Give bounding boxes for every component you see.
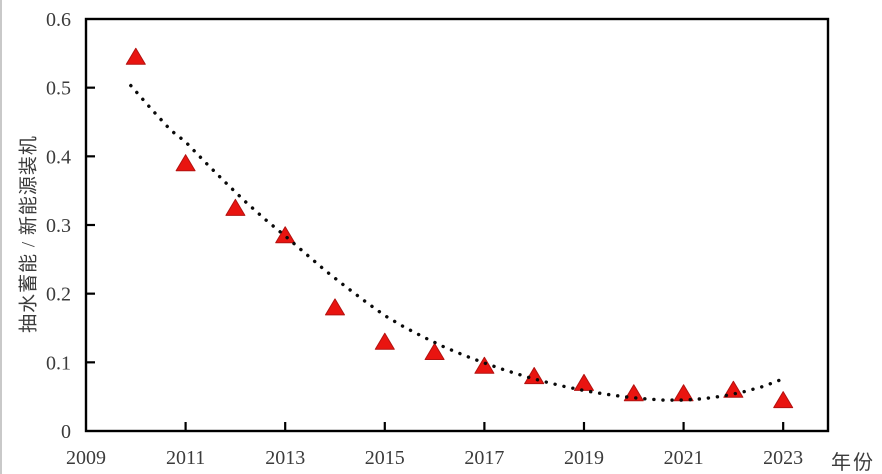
scatter-point-triangle bbox=[125, 47, 146, 65]
y-tick-label: 0.5 bbox=[46, 78, 71, 100]
y-tick-label: 0.6 bbox=[46, 9, 71, 31]
y-tick-label: 0.4 bbox=[46, 146, 71, 168]
scatter-point-triangle bbox=[773, 391, 794, 409]
scatter-point-triangle bbox=[175, 154, 196, 172]
y-tick-label: 0.2 bbox=[46, 284, 71, 306]
scatter-point-triangle bbox=[324, 298, 345, 316]
y-tick-label: 0 bbox=[61, 421, 71, 443]
scatter-point-triangle bbox=[673, 384, 694, 402]
x-tick-label: 2017 bbox=[464, 447, 504, 469]
trend-dotted-line bbox=[129, 83, 785, 402]
x-tick-label: 2015 bbox=[365, 447, 405, 469]
plot-frame bbox=[84, 17, 830, 433]
scatter-point-triangle bbox=[374, 332, 395, 350]
y-tick-label: 0.3 bbox=[46, 215, 71, 237]
left-edge-divider bbox=[0, 0, 2, 474]
x-tick-label: 2011 bbox=[166, 447, 205, 469]
scatter-point-triangle bbox=[723, 380, 744, 398]
scatter-point-triangle bbox=[474, 356, 495, 374]
x-tick-label: 2023 bbox=[763, 447, 803, 469]
y-axis-title: 抽水蓄能 / 新能源装机 bbox=[18, 135, 40, 333]
x-tick-label: 2013 bbox=[265, 447, 305, 469]
x-tick-label: 2019 bbox=[564, 447, 604, 469]
x-tick-label: 2021 bbox=[664, 447, 704, 469]
x-axis-title: 年份 bbox=[831, 452, 875, 474]
scatter-point-triangle bbox=[623, 384, 644, 402]
scatter-point-triangle bbox=[524, 367, 545, 385]
y-tick-label: 0.1 bbox=[46, 352, 71, 374]
scatter-point-triangle bbox=[573, 373, 594, 391]
scatter-point-triangle bbox=[275, 226, 296, 244]
scatter-point-triangle bbox=[225, 198, 246, 216]
scatter-point-triangle bbox=[424, 343, 445, 361]
x-tick-label: 2009 bbox=[66, 447, 106, 469]
